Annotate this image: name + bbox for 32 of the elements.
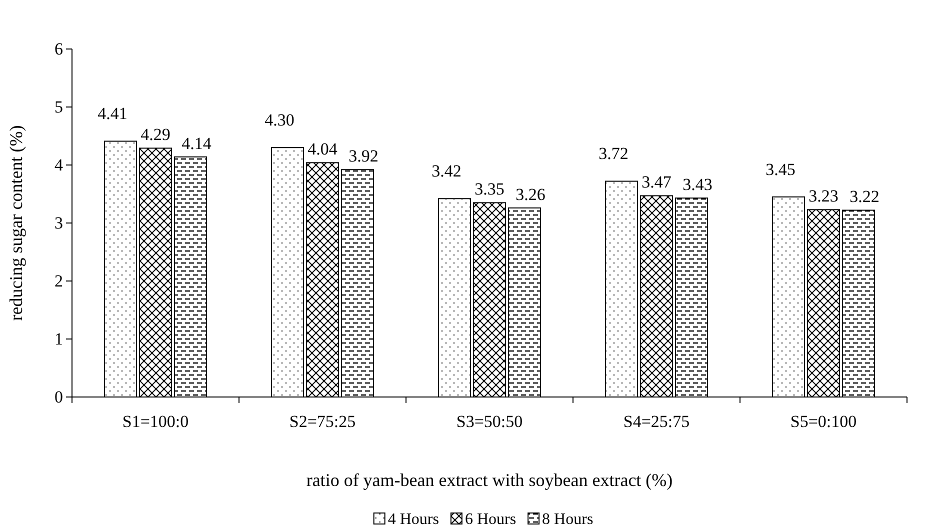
data-label: 3.72 bbox=[598, 144, 628, 164]
y-tick-label: 5 bbox=[54, 97, 63, 116]
legend-label: 6 Hours bbox=[464, 511, 516, 528]
x-tick-label: S5=0:100 bbox=[790, 412, 857, 431]
data-label: 4.41 bbox=[98, 104, 128, 124]
data-label: 4.04 bbox=[308, 140, 338, 159]
legend-label: 8 Hours bbox=[542, 511, 594, 528]
data-label: 3.22 bbox=[850, 187, 880, 206]
data-label: 3.43 bbox=[682, 175, 712, 194]
x-tick-label: S3=50:50 bbox=[456, 412, 523, 431]
data-label: 3.26 bbox=[516, 184, 546, 204]
y-tick-label: 4 bbox=[54, 155, 64, 174]
data-label: 3.47 bbox=[642, 172, 672, 192]
data-label: 4.14 bbox=[182, 134, 212, 153]
y-tick-label: 0 bbox=[54, 387, 63, 406]
data-label: 4.30 bbox=[264, 110, 294, 130]
data-label: 3.45 bbox=[766, 160, 796, 179]
data-label: 3.42 bbox=[432, 162, 462, 181]
data-label: 4.29 bbox=[140, 125, 170, 144]
x-tick-label: S2=75:25 bbox=[289, 412, 356, 431]
x-axis-title: ratio of yam-bean extract with soybean extract (%) bbox=[306, 470, 673, 490]
data-label: 3.23 bbox=[808, 186, 838, 206]
y-tick-label: 6 bbox=[54, 39, 63, 58]
legend-label: 4 Hours bbox=[388, 511, 439, 528]
y-tick-label: 1 bbox=[54, 329, 63, 348]
data-label: 3.92 bbox=[348, 146, 378, 166]
y-tick-label: 2 bbox=[54, 271, 63, 290]
data-label: 3.35 bbox=[474, 180, 504, 199]
x-tick-label: S4=25:75 bbox=[623, 412, 690, 431]
x-tick-label: S1=100:0 bbox=[122, 412, 189, 431]
y-axis-title: reducing sugar content (%) bbox=[6, 125, 26, 321]
y-tick-label: 3 bbox=[54, 213, 63, 232]
